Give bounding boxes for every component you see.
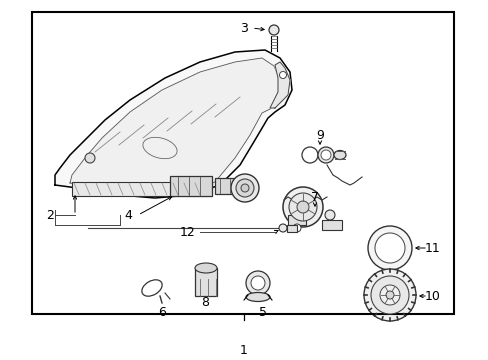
Polygon shape <box>55 50 291 198</box>
Bar <box>321 220 341 230</box>
Bar <box>195 268 217 296</box>
Circle shape <box>279 72 286 78</box>
Circle shape <box>230 174 259 202</box>
Circle shape <box>320 150 330 160</box>
Circle shape <box>279 224 286 232</box>
Text: 11: 11 <box>424 242 440 255</box>
Circle shape <box>236 179 253 197</box>
Text: 5: 5 <box>259 306 266 319</box>
Bar <box>72 182 212 196</box>
Polygon shape <box>269 62 289 108</box>
Circle shape <box>379 285 399 305</box>
Ellipse shape <box>245 292 269 302</box>
Text: 9: 9 <box>315 129 323 141</box>
Bar <box>286 225 296 232</box>
Circle shape <box>245 271 269 295</box>
Polygon shape <box>70 58 280 193</box>
Bar <box>170 176 212 196</box>
Bar <box>32 12 453 314</box>
Ellipse shape <box>142 280 162 296</box>
Text: 12: 12 <box>180 225 196 239</box>
Bar <box>215 178 243 194</box>
Ellipse shape <box>142 137 177 159</box>
Text: 3: 3 <box>240 22 247 35</box>
Circle shape <box>302 147 317 163</box>
Circle shape <box>268 25 279 35</box>
Circle shape <box>374 233 404 263</box>
Circle shape <box>241 184 248 192</box>
Circle shape <box>283 187 323 227</box>
Circle shape <box>370 276 408 314</box>
Circle shape <box>325 210 334 220</box>
Text: 4: 4 <box>124 208 132 221</box>
Circle shape <box>367 226 411 270</box>
Ellipse shape <box>195 263 217 273</box>
Circle shape <box>385 291 393 299</box>
Text: 2: 2 <box>46 208 54 221</box>
Bar <box>287 215 305 225</box>
Circle shape <box>317 147 333 163</box>
Text: 7: 7 <box>310 190 318 203</box>
Text: 8: 8 <box>201 297 208 310</box>
Circle shape <box>363 269 415 321</box>
Circle shape <box>292 224 301 232</box>
Circle shape <box>288 193 316 221</box>
Text: 1: 1 <box>240 343 247 356</box>
Ellipse shape <box>333 150 346 159</box>
Circle shape <box>296 201 308 213</box>
Text: 10: 10 <box>424 289 440 302</box>
Circle shape <box>250 276 264 290</box>
Circle shape <box>85 153 95 163</box>
Text: 6: 6 <box>158 306 165 319</box>
